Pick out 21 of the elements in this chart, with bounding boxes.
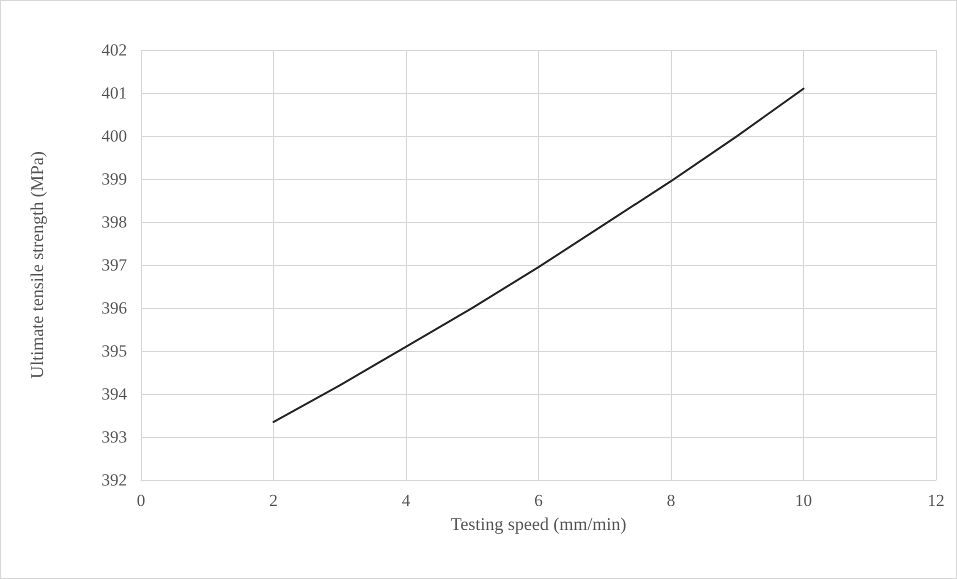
x-tick-label: 6 [534, 491, 543, 510]
x-tick-label: 10 [795, 491, 812, 510]
y-tick-label: 394 [102, 384, 128, 404]
y-tick-label: 395 [102, 342, 127, 360]
y-tick-label: 400 [102, 126, 127, 146]
x-tick-label: 4 [402, 491, 411, 510]
y-tick-label: 401 [102, 84, 127, 102]
x-tick-label: 2 [269, 491, 278, 510]
y-tick-label: 398 [102, 212, 127, 232]
y-tick-label: 402 [102, 40, 127, 60]
x-tick-label: 0 [136, 491, 146, 510]
y-tick-label: 393 [102, 428, 127, 446]
y-tick-label: 397 [102, 256, 128, 274]
y-tick-label: 399 [102, 170, 127, 188]
x-tick-label: 12 [928, 491, 944, 510]
line-series [272, 88, 804, 423]
x-tick-label: 8 [666, 491, 676, 510]
y-tick-label: 392 [102, 470, 127, 490]
x-axis-title: Testing speed (mm/min) [450, 514, 626, 534]
y-tick-label: 396 [102, 298, 127, 318]
y-axis-title: Ultimate tensile strength (MPa) [27, 151, 47, 379]
